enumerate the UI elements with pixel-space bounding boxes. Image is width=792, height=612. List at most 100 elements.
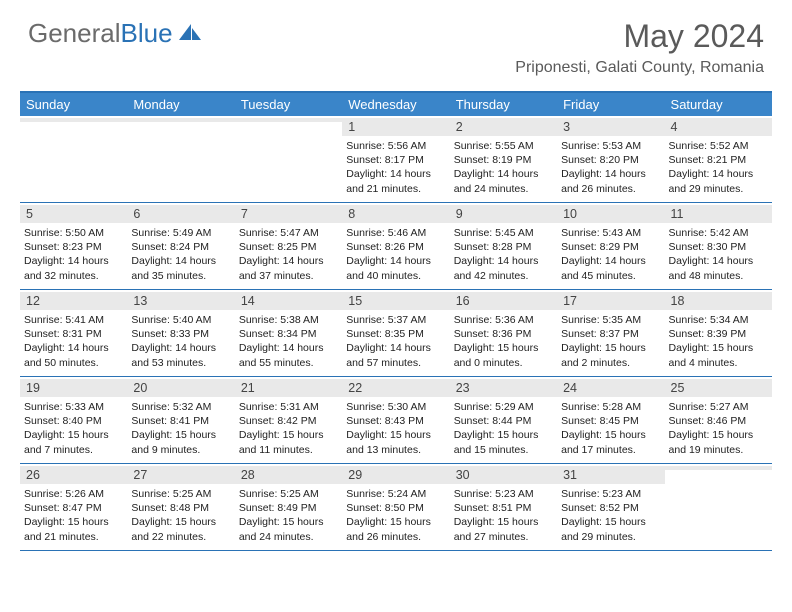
day-body: Sunrise: 5:33 AMSunset: 8:40 PMDaylight:… [24,397,123,457]
daylight-text: Daylight: 14 hours and 53 minutes. [131,341,230,369]
day-number: 17 [557,292,664,310]
day-body: Sunrise: 5:47 AMSunset: 8:25 PMDaylight:… [239,223,338,283]
day-number: 5 [20,205,127,223]
day-number: 24 [557,379,664,397]
day-number: 12 [20,292,127,310]
day-body: Sunrise: 5:42 AMSunset: 8:30 PMDaylight:… [669,223,768,283]
daylight-text: Daylight: 15 hours and 11 minutes. [239,428,338,456]
day-body: Sunrise: 5:41 AMSunset: 8:31 PMDaylight:… [24,310,123,370]
sunset-text: Sunset: 8:42 PM [239,414,338,428]
day-body: Sunrise: 5:56 AMSunset: 8:17 PMDaylight:… [346,136,445,196]
sunrise-text: Sunrise: 5:37 AM [346,313,445,327]
sunrise-text: Sunrise: 5:24 AM [346,487,445,501]
day-number: 23 [450,379,557,397]
logo-sail-icon [177,22,203,42]
sunset-text: Sunset: 8:45 PM [561,414,660,428]
sunset-text: Sunset: 8:49 PM [239,501,338,515]
week-row: 1Sunrise: 5:56 AMSunset: 8:17 PMDaylight… [20,116,772,203]
daylight-text: Daylight: 15 hours and 26 minutes. [346,515,445,543]
day-number: 29 [342,466,449,484]
day-cell: 9Sunrise: 5:45 AMSunset: 8:28 PMDaylight… [450,203,557,289]
sunset-text: Sunset: 8:48 PM [131,501,230,515]
day-cell [235,116,342,202]
sunset-text: Sunset: 8:30 PM [669,240,768,254]
day-cell: 26Sunrise: 5:26 AMSunset: 8:47 PMDayligh… [20,464,127,550]
day-cell: 13Sunrise: 5:40 AMSunset: 8:33 PMDayligh… [127,290,234,376]
day-cell: 2Sunrise: 5:55 AMSunset: 8:19 PMDaylight… [450,116,557,202]
day-header: Saturday [665,93,772,116]
day-cell: 31Sunrise: 5:23 AMSunset: 8:52 PMDayligh… [557,464,664,550]
sunrise-text: Sunrise: 5:52 AM [669,139,768,153]
day-number: 27 [127,466,234,484]
sunset-text: Sunset: 8:47 PM [24,501,123,515]
daylight-text: Daylight: 14 hours and 57 minutes. [346,341,445,369]
day-number: 13 [127,292,234,310]
day-body: Sunrise: 5:36 AMSunset: 8:36 PMDaylight:… [454,310,553,370]
daylight-text: Daylight: 14 hours and 50 minutes. [24,341,123,369]
day-cell: 6Sunrise: 5:49 AMSunset: 8:24 PMDaylight… [127,203,234,289]
sunrise-text: Sunrise: 5:50 AM [24,226,123,240]
sunset-text: Sunset: 8:46 PM [669,414,768,428]
sunrise-text: Sunrise: 5:23 AM [454,487,553,501]
day-number [20,118,127,122]
daylight-text: Daylight: 15 hours and 17 minutes. [561,428,660,456]
day-number: 19 [20,379,127,397]
day-body: Sunrise: 5:29 AMSunset: 8:44 PMDaylight:… [454,397,553,457]
day-cell: 21Sunrise: 5:31 AMSunset: 8:42 PMDayligh… [235,377,342,463]
sunrise-text: Sunrise: 5:23 AM [561,487,660,501]
day-cell: 20Sunrise: 5:32 AMSunset: 8:41 PMDayligh… [127,377,234,463]
day-number: 1 [342,118,449,136]
day-cell [20,116,127,202]
day-body: Sunrise: 5:25 AMSunset: 8:48 PMDaylight:… [131,484,230,544]
day-cell: 25Sunrise: 5:27 AMSunset: 8:46 PMDayligh… [665,377,772,463]
sunrise-text: Sunrise: 5:26 AM [24,487,123,501]
weeks-container: 1Sunrise: 5:56 AMSunset: 8:17 PMDaylight… [20,116,772,551]
day-body: Sunrise: 5:28 AMSunset: 8:45 PMDaylight:… [561,397,660,457]
day-cell: 18Sunrise: 5:34 AMSunset: 8:39 PMDayligh… [665,290,772,376]
sunrise-text: Sunrise: 5:32 AM [131,400,230,414]
location-subtitle: Priponesti, Galati County, Romania [515,59,764,77]
sunset-text: Sunset: 8:34 PM [239,327,338,341]
day-body: Sunrise: 5:23 AMSunset: 8:51 PMDaylight:… [454,484,553,544]
daylight-text: Daylight: 15 hours and 27 minutes. [454,515,553,543]
day-cell: 28Sunrise: 5:25 AMSunset: 8:49 PMDayligh… [235,464,342,550]
daylight-text: Daylight: 15 hours and 2 minutes. [561,341,660,369]
sunset-text: Sunset: 8:50 PM [346,501,445,515]
week-row: 19Sunrise: 5:33 AMSunset: 8:40 PMDayligh… [20,377,772,464]
day-cell: 12Sunrise: 5:41 AMSunset: 8:31 PMDayligh… [20,290,127,376]
sunset-text: Sunset: 8:19 PM [454,153,553,167]
week-row: 12Sunrise: 5:41 AMSunset: 8:31 PMDayligh… [20,290,772,377]
daylight-text: Daylight: 15 hours and 24 minutes. [239,515,338,543]
sunrise-text: Sunrise: 5:33 AM [24,400,123,414]
day-number: 7 [235,205,342,223]
day-cell: 4Sunrise: 5:52 AMSunset: 8:21 PMDaylight… [665,116,772,202]
daylight-text: Daylight: 14 hours and 21 minutes. [346,167,445,195]
day-cell: 29 Sunrise: 5:24 AMSunset: 8:50 PMDayligh… [342,464,449,550]
day-cell: 30Sunrise: 5:23 AMSunset: 8:51 PMDayligh… [450,464,557,550]
sunset-text: Sunset: 8:40 PM [24,414,123,428]
day-cell: 17Sunrise: 5:35 AMSunset: 8:37 PMDayligh… [557,290,664,376]
day-number: 25 [665,379,772,397]
day-cell: 22Sunrise: 5:30 AMSunset: 8:43 PMDayligh… [342,377,449,463]
sunset-text: Sunset: 8:37 PM [561,327,660,341]
sunset-text: Sunset: 8:23 PM [24,240,123,254]
sunrise-text: Sunrise: 5:36 AM [454,313,553,327]
sunset-text: Sunset: 8:28 PM [454,240,553,254]
day-number: 9 [450,205,557,223]
day-header-row: Sunday Monday Tuesday Wednesday Thursday… [20,93,772,116]
sunset-text: Sunset: 8:51 PM [454,501,553,515]
daylight-text: Daylight: 15 hours and 0 minutes. [454,341,553,369]
sunrise-text: Sunrise: 5:56 AM [346,139,445,153]
daylight-text: Daylight: 14 hours and 40 minutes. [346,254,445,282]
day-body: Sunrise: 5:35 AMSunset: 8:37 PMDaylight:… [561,310,660,370]
sunrise-text: Sunrise: 5:25 AM [131,487,230,501]
sunrise-text: Sunrise: 5:55 AM [454,139,553,153]
day-header: Wednesday [342,93,449,116]
sunrise-text: Sunrise: 5:27 AM [669,400,768,414]
day-number: 16 [450,292,557,310]
daylight-text: Daylight: 15 hours and 7 minutes. [24,428,123,456]
sunset-text: Sunset: 8:41 PM [131,414,230,428]
sunset-text: Sunset: 8:44 PM [454,414,553,428]
day-number: 15 [342,292,449,310]
daylight-text: Daylight: 14 hours and 24 minutes. [454,167,553,195]
